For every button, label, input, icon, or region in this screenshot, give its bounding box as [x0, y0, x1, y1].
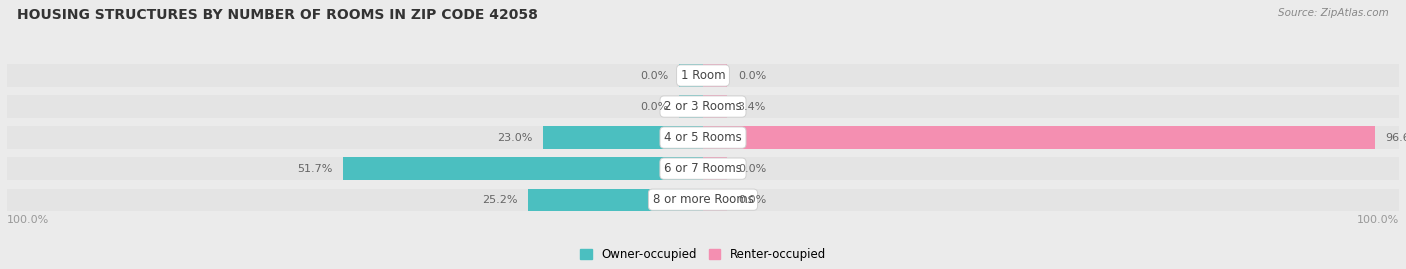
Text: 100.0%: 100.0%: [1357, 215, 1399, 225]
Bar: [7, 64, 1399, 87]
Text: 100.0%: 100.0%: [7, 215, 49, 225]
Text: 8 or more Rooms: 8 or more Rooms: [652, 193, 754, 206]
Text: 6 or 7 Rooms: 6 or 7 Rooms: [664, 162, 742, 175]
Text: 0.0%: 0.0%: [640, 102, 668, 112]
Text: 96.6%: 96.6%: [1386, 133, 1406, 143]
Text: 3.4%: 3.4%: [737, 102, 765, 112]
Text: 1 Room: 1 Room: [681, 69, 725, 82]
Text: 0.0%: 0.0%: [738, 164, 766, 174]
Bar: [703, 95, 727, 118]
Text: HOUSING STRUCTURES BY NUMBER OF ROOMS IN ZIP CODE 42058: HOUSING STRUCTURES BY NUMBER OF ROOMS IN…: [17, 8, 537, 22]
Text: 51.7%: 51.7%: [297, 164, 333, 174]
Legend: Owner-occupied, Renter-occupied: Owner-occupied, Renter-occupied: [579, 248, 827, 261]
Text: 0.0%: 0.0%: [640, 70, 668, 80]
Text: 0.0%: 0.0%: [738, 195, 766, 205]
Text: 4 or 5 Rooms: 4 or 5 Rooms: [664, 131, 742, 144]
Bar: [7, 95, 1399, 118]
Bar: [343, 157, 703, 180]
Bar: [679, 95, 703, 118]
Bar: [703, 64, 727, 87]
Text: Source: ZipAtlas.com: Source: ZipAtlas.com: [1278, 8, 1389, 18]
Bar: [7, 126, 1399, 149]
Bar: [7, 189, 1399, 211]
Bar: [527, 189, 703, 211]
Bar: [543, 126, 703, 149]
Bar: [703, 126, 1375, 149]
Bar: [703, 189, 727, 211]
Text: 25.2%: 25.2%: [482, 195, 517, 205]
Bar: [7, 157, 1399, 180]
Bar: [703, 157, 727, 180]
Text: 0.0%: 0.0%: [738, 70, 766, 80]
Text: 23.0%: 23.0%: [498, 133, 533, 143]
Bar: [679, 64, 703, 87]
Text: 2 or 3 Rooms: 2 or 3 Rooms: [664, 100, 742, 113]
